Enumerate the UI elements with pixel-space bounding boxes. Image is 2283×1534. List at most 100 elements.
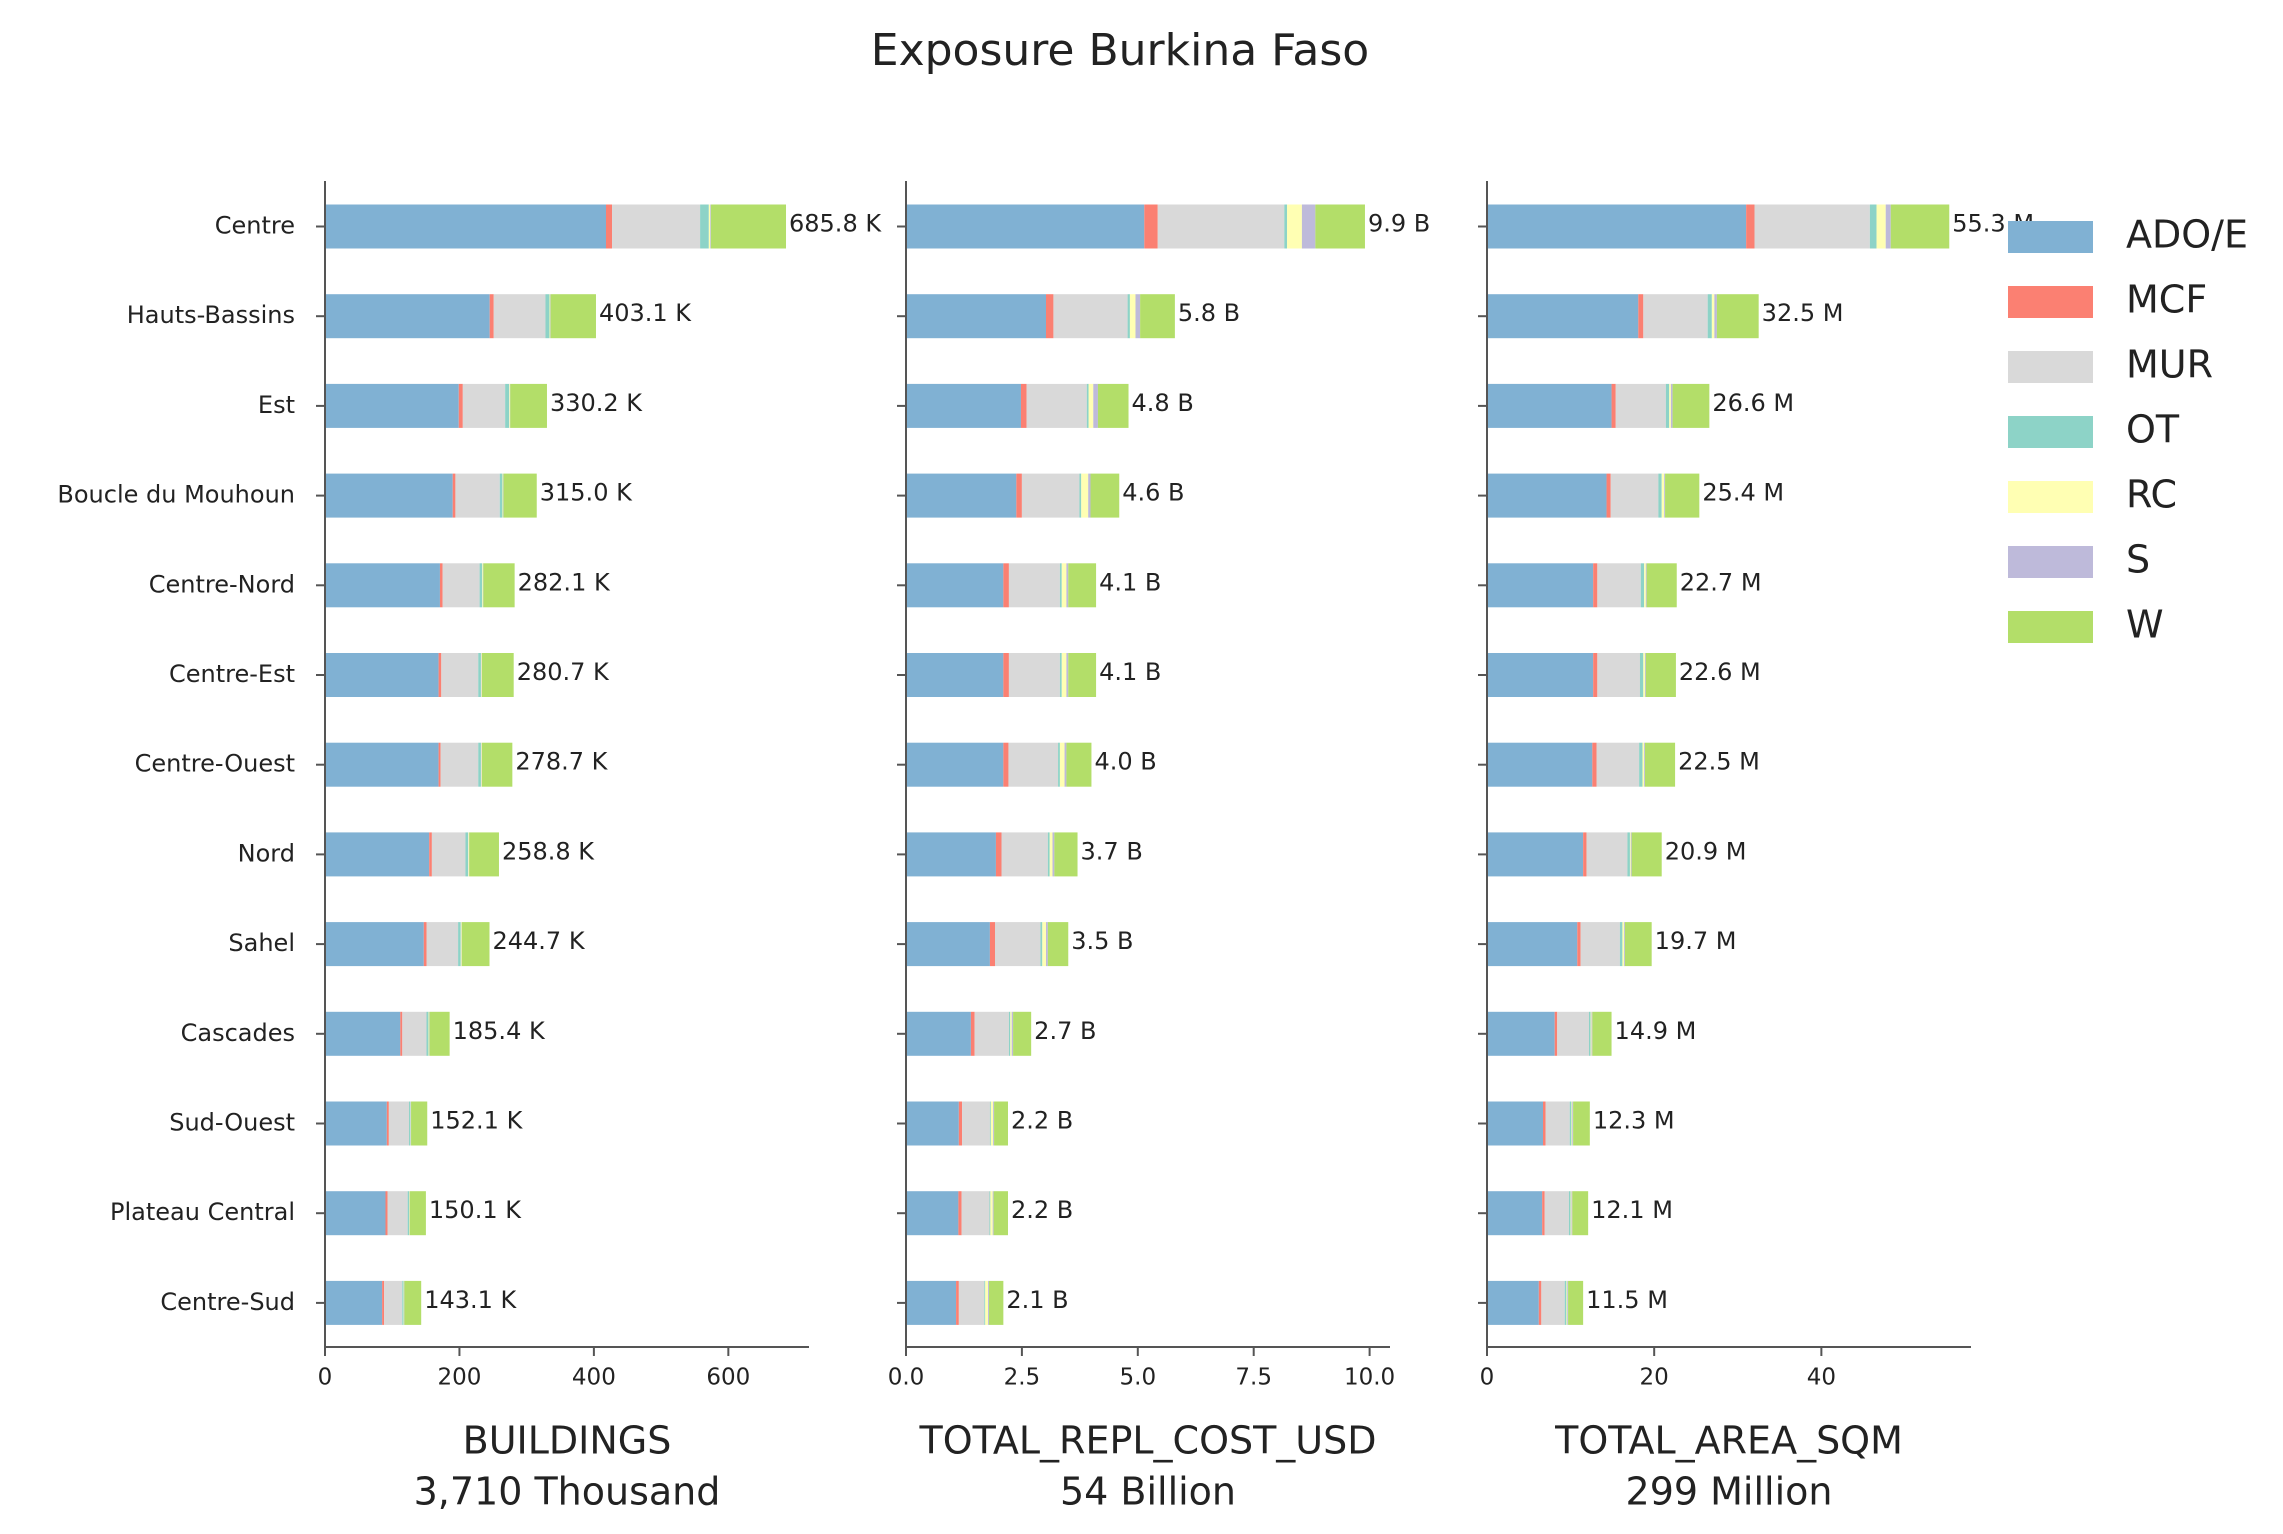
x-axis-label: TOTAL_AREA_SQM (1554, 1419, 1903, 1463)
bar-segment (1622, 922, 1625, 967)
x-axis-label: BUILDINGS (463, 1419, 672, 1463)
total-label: 26.6 M (1712, 389, 1794, 417)
bar-segment (1554, 1011, 1558, 1056)
total-label: 3.7 B (1081, 837, 1143, 865)
bar-segment (325, 1280, 383, 1325)
bar-segment (1081, 473, 1089, 518)
legend-swatch (2008, 351, 2093, 383)
bar-segment (1066, 742, 1092, 787)
bar-segment (1630, 832, 1632, 877)
bar-segment (1487, 563, 1594, 608)
bar-segment (1079, 473, 1082, 518)
bar-segment (970, 1011, 975, 1056)
bar-segment (1580, 922, 1620, 967)
bar-segment (1592, 1011, 1612, 1056)
legend-label: MCF (2126, 278, 2207, 322)
bar-segment (906, 383, 1021, 428)
bar-segment (1639, 653, 1644, 697)
bar-segment (1591, 1011, 1593, 1056)
bar-segment (325, 294, 490, 339)
bar-segment (1487, 653, 1594, 697)
bar-segment (423, 922, 427, 967)
bar-segment (455, 473, 500, 518)
bar-segment (1568, 1280, 1584, 1325)
bar-segment (906, 473, 1017, 518)
bar-segment (1129, 294, 1136, 339)
bar-segment (481, 653, 514, 697)
legend-label: RC (2126, 473, 2177, 517)
y-tick-label: Sud-Ouest (169, 1109, 295, 1137)
bar-segment (990, 1101, 994, 1146)
bar-segment (1543, 1101, 1546, 1146)
bar-segment (1544, 1191, 1569, 1236)
total-label: 244.7 K (492, 927, 585, 955)
bar-segment (325, 383, 459, 428)
bar-segment (1066, 653, 1069, 697)
bar-segment (1577, 922, 1581, 967)
bar-segment (1716, 294, 1759, 339)
bar-segment (482, 563, 483, 608)
bar-segment (1639, 742, 1643, 787)
total-label: 280.7 K (517, 658, 610, 686)
bar-segment (1144, 204, 1158, 249)
bar-segment (1571, 1101, 1573, 1146)
bar-segment (1061, 653, 1067, 697)
bar-segment (1645, 563, 1647, 608)
bar-segment (452, 473, 456, 518)
bar-segment (1664, 473, 1666, 518)
bar-segment (906, 563, 1004, 608)
bar-segment (1487, 1191, 1543, 1236)
total-label: 5.8 B (1178, 299, 1240, 327)
total-label: 12.3 M (1593, 1107, 1675, 1135)
y-tick-label: Boucle du Mouhoun (57, 481, 295, 509)
total-label: 9.9 B (1368, 210, 1430, 238)
bar-segment (1588, 1011, 1591, 1056)
bar-segment (1714, 294, 1717, 339)
bar-segment (1538, 1280, 1542, 1325)
bar-segment (1615, 383, 1666, 428)
bar-segment (1003, 653, 1009, 697)
legend-label: MUR (2126, 343, 2213, 387)
bar-segment (1711, 294, 1715, 339)
bar-segment (411, 1101, 428, 1146)
bar-segment (1042, 922, 1047, 967)
bar-segment (1746, 204, 1755, 249)
bar-segment (400, 1011, 403, 1056)
bar-segment (382, 1280, 385, 1325)
bar-segment (325, 742, 439, 787)
bar-segment (995, 832, 1002, 877)
bar-segment (1646, 563, 1677, 608)
bar-segment (1638, 294, 1644, 339)
bar-segment (988, 1280, 989, 1325)
bar-segment (545, 294, 550, 339)
bar-segment (409, 1191, 426, 1236)
legend-label: S (2126, 538, 2150, 582)
x-tick-label: 5.0 (1120, 1365, 1157, 1391)
bar-segment (1658, 473, 1662, 518)
bar-segment (906, 204, 1145, 249)
bar-segment (1572, 1101, 1574, 1146)
bar-segment (1010, 1011, 1012, 1056)
bar-segment (1645, 653, 1676, 697)
bar-segment (1606, 473, 1611, 518)
total-label: 11.5 M (1586, 1286, 1668, 1314)
bar-segment (993, 1101, 995, 1146)
bar-segment (1672, 383, 1710, 428)
bar-segment (958, 1101, 963, 1146)
bar-segment (407, 1191, 410, 1236)
bar-segment (1754, 204, 1870, 249)
bar-segment (989, 1191, 991, 1236)
bar-segment (387, 1191, 408, 1236)
bar-segment (1047, 832, 1050, 877)
bar-segment (384, 1280, 403, 1325)
chart-title: Exposure Burkina Faso (871, 25, 1369, 76)
bar-segment (1008, 1011, 1011, 1056)
x-tick-label: 20 (1640, 1365, 1669, 1391)
bar-segment (906, 1280, 957, 1325)
total-label: 22.6 M (1679, 658, 1761, 686)
x-axis-subtitle: 54 Billion (1060, 1470, 1236, 1514)
bar-segment (325, 473, 453, 518)
bar-segment (1487, 1280, 1539, 1325)
bar-segment (1592, 742, 1597, 787)
total-label: 4.1 B (1099, 658, 1161, 686)
